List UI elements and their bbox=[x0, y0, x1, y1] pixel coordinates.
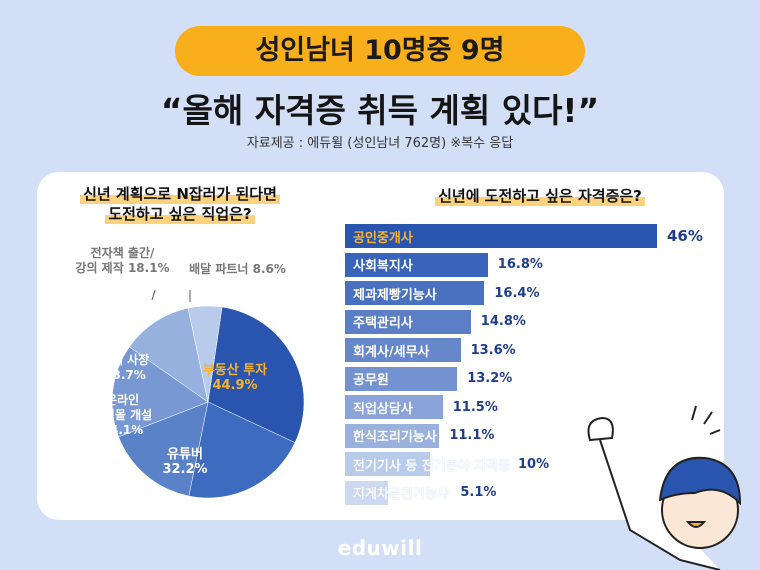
bar-label: 한식조리기능사 bbox=[353, 430, 437, 446]
eduwill-logo: eduwill bbox=[337, 536, 423, 560]
bar-value: 10% bbox=[518, 456, 550, 472]
bar: 한식조리기능사 bbox=[345, 423, 440, 448]
bar-label: 제과제빵기능사 bbox=[353, 287, 437, 303]
pie-slice bbox=[187, 305, 223, 403]
label-text: 유튜버 bbox=[167, 447, 203, 462]
pie-slice bbox=[129, 307, 209, 403]
bar-title: 신년에 도전하고 싶은 자격증은? bbox=[435, 186, 645, 206]
pie-title: 신년 계획으로 N잡러가 된다면 도전하고 싶은 직업은? bbox=[40, 184, 320, 224]
label-value: 32.2% bbox=[162, 462, 208, 477]
pie-slice bbox=[207, 306, 305, 443]
bar-value: 16.8% bbox=[497, 257, 543, 273]
label-text: 전자책 출간/ bbox=[90, 246, 155, 260]
bar-row: 전기기사 등 전기분야 자격증 10% bbox=[345, 450, 703, 479]
headline: “올해 자격증 취득 계획 있다!” bbox=[160, 91, 600, 130]
pie-title-line2: 도전하고 싶은 직업은? bbox=[105, 204, 255, 224]
source-note: 자료제공 : 에듀윌 (성인남녀 762명) ※복수 응답 bbox=[246, 136, 514, 151]
bar-value: 5.1% bbox=[460, 485, 497, 501]
bar-value: 13.6% bbox=[470, 342, 516, 358]
bar-row: 제과제빵기능사 16.4% bbox=[345, 279, 703, 308]
bar-label: 회계사/세무사 bbox=[353, 344, 430, 360]
bar: 공무원 bbox=[345, 366, 458, 391]
bar-label: 지게차운전기능사 bbox=[353, 487, 449, 503]
label-text: 배달 파트너 bbox=[189, 262, 249, 276]
label-value: 24.1% bbox=[101, 423, 144, 437]
bar-value: 16.4% bbox=[494, 285, 540, 301]
label-text: 카페 사장 bbox=[100, 353, 150, 367]
bar-value: 46% bbox=[667, 227, 703, 246]
bar: 주택관리사 bbox=[345, 309, 471, 334]
pie-label-realestate: 부동산 투자 44.9% bbox=[190, 363, 280, 393]
bar-value: 11.1% bbox=[449, 428, 495, 444]
bar-chart: 공인중개사 46% 사회복지사 16.8% 제과제빵기능사 16.4% 주택관리사 14.8%… bbox=[345, 222, 703, 507]
label-text: 쇼핑몰 개설 bbox=[92, 408, 153, 422]
bar-row: 지게차운전기능사 5.1% bbox=[345, 479, 703, 508]
bar: 회계사/세무사 bbox=[345, 338, 461, 363]
bar-row: 회계사/세무사 13.6% bbox=[345, 336, 703, 365]
label-value: 8.6% bbox=[252, 262, 286, 276]
bar-label: 주택관리사 bbox=[353, 316, 413, 332]
bar: 사회복지사 bbox=[345, 252, 488, 277]
bar-value: 14.8% bbox=[480, 314, 526, 330]
pie-label-cafe: 카페 사장 23.7% bbox=[90, 353, 160, 383]
bar-value: 13.2% bbox=[467, 371, 513, 387]
bar-title-wrap: 신년에 도전하고 싶은 자격증은? bbox=[340, 186, 740, 206]
bar-row: 한식조리기능사 11.1% bbox=[345, 422, 703, 451]
bar-row: 공인중개사 46% bbox=[345, 222, 703, 251]
bar: 제과제빵기능사 bbox=[345, 281, 485, 306]
headline-pill: 성인남녀 10명중 9명 bbox=[175, 26, 585, 76]
bar-label: 공인중개사 bbox=[353, 230, 413, 246]
pie-slice bbox=[118, 401, 209, 497]
bar-value: 11.5% bbox=[452, 399, 498, 415]
bar-label: 직업상담사 bbox=[353, 401, 413, 417]
character-illustration bbox=[587, 405, 742, 570]
bar-row: 주택관리사 14.8% bbox=[345, 308, 703, 337]
bar: 전기기사 등 전기분야 자격증 bbox=[345, 452, 510, 477]
bar: 공인중개사 bbox=[345, 224, 657, 249]
pie-label-ebook: 전자책 출간/강의 제작 18.1% bbox=[65, 246, 180, 276]
label-text: 강의 제작 bbox=[75, 261, 124, 275]
pie-label-online: 온라인 쇼핑몰 개설 24.1% bbox=[75, 393, 170, 438]
label-text: 부동산 투자 bbox=[202, 363, 268, 378]
bar-label: 전기기사 등 전기분야 자격증 bbox=[353, 458, 511, 474]
pie-label-youtuber: 유튜버 32.2% bbox=[150, 447, 220, 477]
pie-title-line1: 신년 계획으로 N잡러가 된다면 bbox=[80, 184, 280, 204]
label-text: 온라인 bbox=[105, 393, 140, 407]
pie-label-delivery: 배달 파트너 8.6% bbox=[180, 262, 295, 277]
pie-slice bbox=[188, 401, 296, 499]
bar-label: 사회복지사 bbox=[353, 259, 413, 275]
bar-label: 공무원 bbox=[353, 373, 389, 389]
pie-slice bbox=[111, 346, 209, 438]
leader-line bbox=[151, 289, 156, 301]
bar: 지게차운전기능사 bbox=[345, 480, 449, 505]
label-value: 44.9% bbox=[212, 378, 258, 393]
bar: 직업상담사 bbox=[345, 395, 443, 420]
label-value: 18.1% bbox=[127, 261, 170, 275]
bar-row: 직업상담사 11.5% bbox=[345, 393, 703, 422]
bar-row: 공무원 13.2% bbox=[345, 365, 703, 394]
bar-row: 사회복지사 16.8% bbox=[345, 251, 703, 280]
label-value: 23.7% bbox=[104, 368, 146, 382]
character-icon bbox=[587, 405, 742, 570]
